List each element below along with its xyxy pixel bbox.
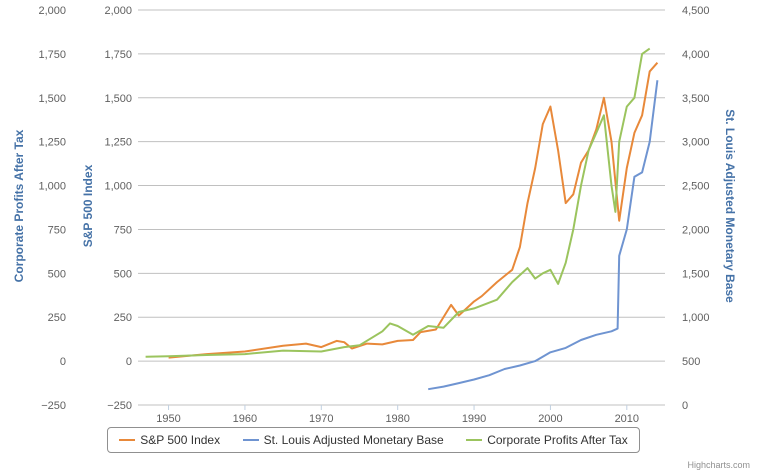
y-tick-label: 4,500 — [682, 5, 710, 17]
series-layer — [145, 47, 659, 391]
legend-swatch-sp500 — [119, 439, 136, 441]
y-tick-label: 500 — [48, 268, 66, 280]
y-tick-label: 1,000 — [682, 312, 710, 324]
legend-label-monetary-base: St. Louis Adjusted Monetary Base — [263, 433, 444, 447]
x-tick-label: 1980 — [385, 413, 409, 425]
credits-link[interactable]: Highcharts.com — [687, 460, 750, 470]
legend: S&P 500 Index St. Louis Adjusted Monetar… — [107, 427, 640, 453]
y-tick-label: 1,250 — [38, 137, 66, 149]
sp500-axis-ticks: 2,000 1,750 1,500 1,250 1,000 750 500 250 0 −250 — [104, 5, 132, 412]
y-tick-label: 2,000 — [682, 224, 710, 236]
y-tick-label: 1,500 — [104, 93, 132, 105]
y-tick-label: 0 — [60, 356, 66, 368]
legend-swatch-monetary-base — [242, 439, 259, 441]
x-tick-label: 1950 — [156, 413, 180, 425]
y-tick-label: 250 — [48, 312, 66, 324]
series-line-base[interactable] — [428, 80, 659, 391]
x-tick-label: 2000 — [538, 413, 562, 425]
y-tick-label: 1,000 — [104, 181, 132, 193]
monetary-base-axis-ticks: 4,500 4,000 3,500 3,000 2,500 2,000 1,500 1,000… — [682, 5, 710, 412]
y-tick-label: 2,000 — [104, 5, 132, 17]
sp500-axis-title: S&P 500 Index — [81, 164, 95, 247]
legend-swatch-profits — [466, 439, 483, 441]
y-tick-label: 3,500 — [682, 93, 710, 105]
legend-label-profits: Corporate Profits After Tax — [487, 433, 628, 447]
y-tick-label: 1,250 — [104, 137, 132, 149]
series-line-sp500[interactable] — [168, 62, 659, 359]
x-tick-label: 1990 — [462, 413, 486, 425]
y-tick-label: 750 — [48, 224, 66, 236]
y-tick-label: 250 — [114, 312, 132, 324]
y-tick-label: 1,750 — [104, 49, 132, 61]
y-tick-label: −250 — [41, 400, 66, 412]
legend-item-sp500[interactable]: S&P 500 Index — [119, 433, 220, 447]
x-tick-label: 2010 — [615, 413, 639, 425]
y-tick-label: 0 — [126, 356, 132, 368]
monetary-base-axis-title: St. Louis Adjusted Monetary Base — [723, 109, 737, 303]
y-tick-label: 2,000 — [38, 5, 66, 17]
y-tick-label: 4,000 — [682, 49, 710, 61]
x-tick-label: 1960 — [233, 413, 257, 425]
y-tick-label: 500 — [114, 268, 132, 280]
legend-label-sp500: S&P 500 Index — [140, 433, 221, 447]
legend-item-monetary-base[interactable]: St. Louis Adjusted Monetary Base — [242, 433, 444, 447]
x-tick-label: 1970 — [309, 413, 333, 425]
profits-axis-title: Corporate Profits After Tax — [12, 129, 26, 282]
y-tick-label: 1,000 — [38, 181, 66, 193]
y-tick-label: 500 — [682, 356, 700, 368]
legend-item-profits[interactable]: Corporate Profits After Tax — [466, 433, 628, 447]
y-tick-label: 3,000 — [682, 137, 710, 149]
profits-axis-ticks: 2,000 1,750 1,500 1,250 1,000 750 500 250 0 −250 — [38, 5, 66, 412]
gridlines — [138, 9, 665, 406]
y-tick-label: 2,500 — [682, 181, 710, 193]
y-tick-label: −250 — [107, 400, 132, 412]
y-tick-label: 0 — [682, 400, 688, 412]
x-axis-ticks: 1950 1960 1970 1980 1990 2000 2010 — [156, 405, 639, 425]
y-tick-label: 750 — [114, 224, 132, 236]
series-line-profits[interactable] — [145, 47, 651, 358]
y-tick-label: 1,750 — [38, 49, 66, 61]
y-tick-label: 1,500 — [38, 93, 66, 105]
y-tick-label: 1,500 — [682, 268, 710, 280]
